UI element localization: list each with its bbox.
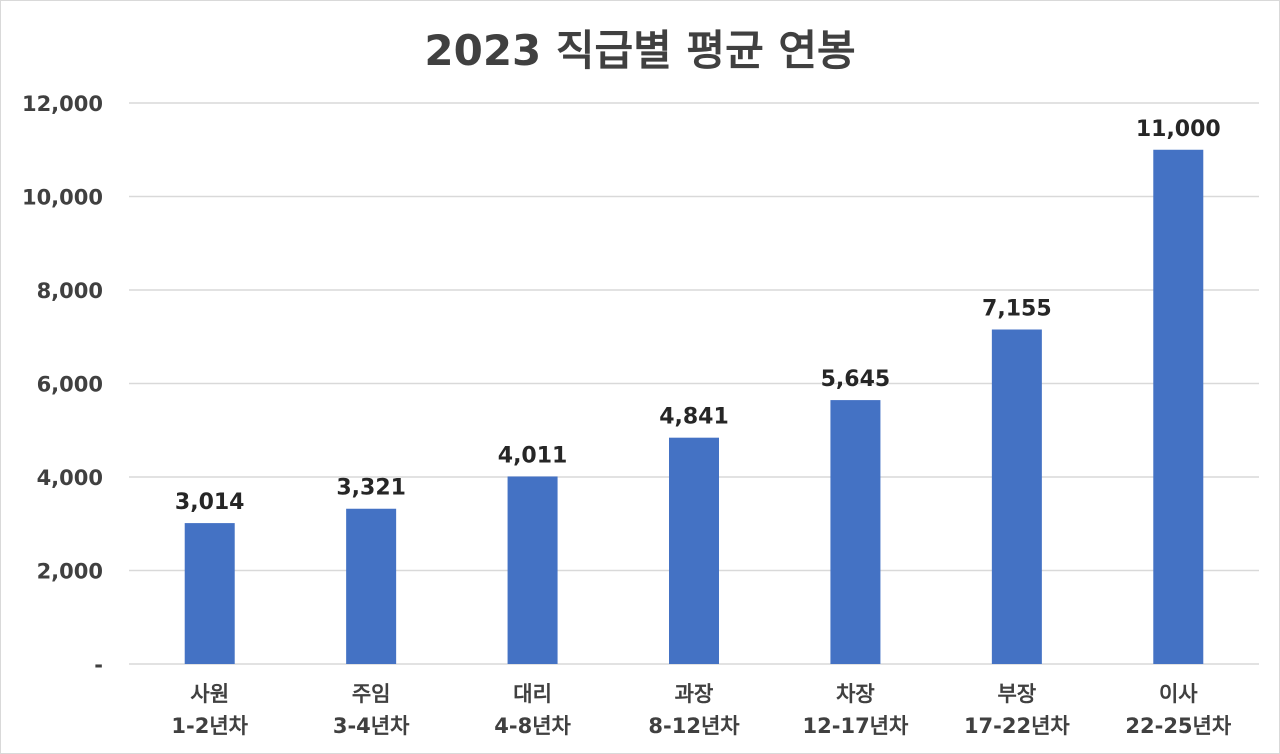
y-tick-label: 10,000 (22, 186, 103, 210)
category-title: 주임 (352, 682, 391, 706)
category-years: 17-22년차 (964, 714, 1070, 738)
bar-value-label: 3,321 (336, 476, 406, 501)
y-tick-label: 12,000 (22, 92, 103, 116)
data-labels: 3,014 3,321 4,011 4,841 5,645 7,155 11,000 (175, 117, 1221, 515)
category-title: 과장 (675, 682, 714, 706)
y-tick-label: 8,000 (37, 279, 103, 303)
bar-value-label: 7,155 (982, 297, 1052, 322)
category-years: 3-4년차 (333, 714, 410, 738)
category-title: 이사 (1159, 682, 1198, 706)
category-title: 대리 (513, 682, 552, 706)
x-category-label: 주임 3-4년차 (333, 682, 410, 738)
chart-title: 2023 직급별 평균 연봉 (424, 26, 855, 75)
bar (991, 329, 1042, 664)
category-years: 12-17년차 (803, 714, 909, 738)
y-tick-label: - (94, 653, 103, 677)
x-category-label: 차장 12-17년차 (803, 682, 909, 738)
x-axis-categories: 사원 1-2년차 주임 3-4년차 대리 4-8년차 과장 8-12년차 차장 12-17년차 부장… (171, 682, 1231, 738)
bar-value-label: 4,841 (659, 405, 729, 430)
y-tick-label: 4,000 (37, 466, 103, 490)
category-title: 사원 (190, 682, 229, 706)
bars (184, 149, 1204, 664)
bar-value-label: 5,645 (821, 367, 891, 392)
bar (346, 508, 397, 664)
bar (1153, 149, 1204, 664)
category-years: 8-12년차 (648, 714, 740, 738)
category-years: 4-8년차 (494, 714, 571, 738)
y-tick-label: 6,000 (37, 373, 103, 397)
bar-value-label: 4,011 (498, 443, 568, 468)
bar (669, 437, 719, 664)
category-title: 차장 (836, 682, 875, 706)
category-title: 부장 (998, 682, 1037, 706)
bar-value-label: 3,014 (175, 490, 245, 515)
category-years: 22-25년차 (1125, 714, 1231, 738)
x-category-label: 부장 17-22년차 (964, 682, 1070, 738)
bar (507, 476, 558, 664)
x-category-label: 사원 1-2년차 (171, 682, 248, 738)
x-category-label: 이사 22-25년차 (1125, 682, 1231, 738)
x-category-label: 과장 8-12년차 (648, 682, 740, 738)
bar (184, 523, 235, 664)
category-years: 1-2년차 (171, 714, 248, 738)
y-axis-ticks: - 2,000 4,000 6,000 8,000 10,000 12,000 (22, 92, 103, 677)
x-category-label: 대리 4-8년차 (494, 682, 571, 738)
bar-value-label: 11,000 (1136, 117, 1221, 142)
bar (830, 400, 881, 664)
y-tick-label: 2,000 (37, 560, 103, 584)
